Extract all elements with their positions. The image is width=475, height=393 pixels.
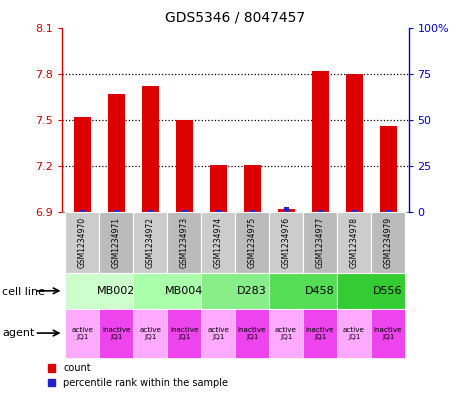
Bar xyxy=(201,212,235,273)
Text: active
JQ1: active JQ1 xyxy=(343,327,365,340)
Text: D556: D556 xyxy=(373,286,403,296)
Bar xyxy=(114,210,119,212)
Bar xyxy=(371,309,405,358)
Bar xyxy=(133,273,201,309)
Bar xyxy=(209,165,227,212)
Text: inactive
JQ1: inactive JQ1 xyxy=(102,327,131,340)
Text: D458: D458 xyxy=(305,286,335,296)
Text: GSM1234971: GSM1234971 xyxy=(112,217,121,268)
Bar xyxy=(181,210,187,212)
Bar xyxy=(303,212,337,273)
Text: inactive
JQ1: inactive JQ1 xyxy=(170,327,199,340)
Text: inactive
JQ1: inactive JQ1 xyxy=(374,327,402,340)
Bar xyxy=(133,212,167,273)
Text: cell line: cell line xyxy=(2,286,46,297)
Text: GSM1234977: GSM1234977 xyxy=(315,217,324,268)
Bar xyxy=(99,212,133,273)
Text: GSM1234975: GSM1234975 xyxy=(247,217,257,268)
Bar xyxy=(318,210,323,212)
Text: GSM1234970: GSM1234970 xyxy=(77,217,86,268)
Legend: count, percentile rank within the sample: count, percentile rank within the sample xyxy=(48,363,228,388)
Text: inactive
JQ1: inactive JQ1 xyxy=(238,327,266,340)
Bar xyxy=(133,309,167,358)
Bar xyxy=(346,74,362,212)
Bar xyxy=(249,210,255,212)
Bar xyxy=(352,210,357,212)
Bar xyxy=(303,309,337,358)
Bar xyxy=(65,212,99,273)
Bar xyxy=(386,210,390,212)
Bar xyxy=(337,212,371,273)
Bar xyxy=(142,86,159,212)
Bar xyxy=(235,212,269,273)
Text: agent: agent xyxy=(2,328,35,338)
Bar xyxy=(108,94,124,212)
Bar xyxy=(380,126,397,212)
Text: GSM1234974: GSM1234974 xyxy=(214,217,223,268)
Text: GSM1234973: GSM1234973 xyxy=(180,217,189,268)
Title: GDS5346 / 8047457: GDS5346 / 8047457 xyxy=(165,11,305,25)
Text: MB002: MB002 xyxy=(97,286,135,296)
Bar xyxy=(269,212,303,273)
Bar xyxy=(284,207,289,212)
Bar xyxy=(74,117,91,212)
Bar xyxy=(337,273,405,309)
Bar xyxy=(244,165,261,212)
Bar xyxy=(148,210,152,212)
Text: active
JQ1: active JQ1 xyxy=(139,327,161,340)
Bar xyxy=(99,309,133,358)
Bar xyxy=(216,210,221,212)
Text: active
JQ1: active JQ1 xyxy=(275,327,297,340)
Bar xyxy=(201,273,269,309)
Text: active
JQ1: active JQ1 xyxy=(207,327,229,340)
Bar xyxy=(337,309,371,358)
Bar xyxy=(80,210,85,212)
Bar xyxy=(277,209,294,212)
Bar xyxy=(65,273,133,309)
Bar xyxy=(235,309,269,358)
Text: GSM1234976: GSM1234976 xyxy=(282,217,291,268)
Text: GSM1234978: GSM1234978 xyxy=(350,217,359,268)
Text: D283: D283 xyxy=(237,286,267,296)
Text: active
JQ1: active JQ1 xyxy=(71,327,93,340)
Bar xyxy=(65,309,99,358)
Bar xyxy=(201,309,235,358)
Text: GSM1234972: GSM1234972 xyxy=(146,217,155,268)
Text: GSM1234979: GSM1234979 xyxy=(384,217,393,268)
Bar xyxy=(167,309,201,358)
Bar xyxy=(312,71,329,212)
Bar xyxy=(167,212,201,273)
Bar xyxy=(269,309,303,358)
Bar xyxy=(371,212,405,273)
Bar xyxy=(269,273,337,309)
Text: MB004: MB004 xyxy=(165,286,203,296)
Bar xyxy=(176,120,193,212)
Text: inactive
JQ1: inactive JQ1 xyxy=(306,327,334,340)
